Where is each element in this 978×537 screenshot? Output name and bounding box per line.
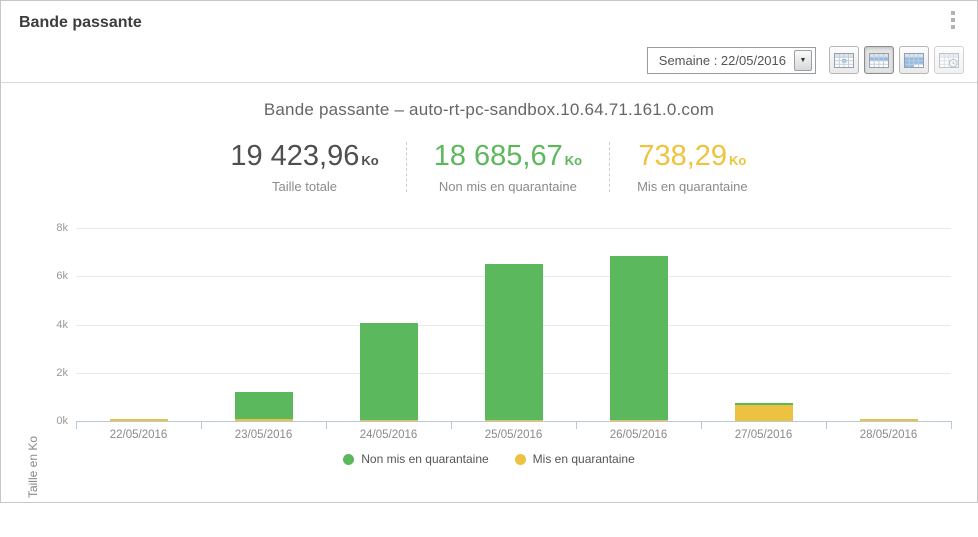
legend-label: Mis en quarantaine bbox=[532, 452, 635, 466]
chevron-down-icon[interactable]: ▼ bbox=[794, 49, 812, 71]
bar-chart-plot: Taille en Ko 0k 2k 4k 6k 8k 22/05/2016 23/05/2… bbox=[26, 222, 952, 498]
bar-segment-quarantined[interactable] bbox=[609, 419, 668, 421]
legend-dot-icon bbox=[343, 453, 355, 465]
x-tick-label: 23/05/2016 bbox=[234, 429, 293, 441]
stat-number-text: 19 423,96 bbox=[230, 140, 360, 172]
x-axis-tick bbox=[576, 421, 577, 429]
x-axis-tick bbox=[826, 421, 827, 429]
y-tick-label: 0k bbox=[56, 415, 68, 427]
x-tick-label: 24/05/2016 bbox=[359, 429, 418, 441]
period-select-value: Semaine : 22/05/2016 bbox=[658, 52, 786, 68]
x-tick-label: 27/05/2016 bbox=[734, 429, 793, 441]
gridline bbox=[76, 228, 951, 229]
bar-segment-not-quarantined[interactable] bbox=[359, 323, 418, 420]
stat-value: 738,29 Ko bbox=[637, 140, 748, 177]
stat-value: 18 685,67 Ko bbox=[434, 140, 582, 177]
bar-segment-quarantined[interactable] bbox=[234, 419, 293, 421]
widget-title: Bande passante bbox=[19, 14, 142, 31]
stat-unit: Ko bbox=[729, 153, 747, 168]
x-axis-tick bbox=[201, 421, 202, 429]
bar-segment-not-quarantined[interactable] bbox=[484, 264, 543, 420]
x-axis-tick bbox=[951, 421, 952, 429]
stat-value: 19 423,96 Ko bbox=[230, 140, 378, 177]
stat-divider bbox=[405, 142, 407, 192]
bar-segment-quarantined[interactable] bbox=[859, 418, 918, 421]
stat-label: Taille totale bbox=[272, 179, 338, 194]
stat-label: Non mis en quarantaine bbox=[438, 179, 577, 194]
x-tick-label: 22/05/2016 bbox=[109, 429, 168, 441]
y-tick-label: 6k bbox=[56, 270, 68, 283]
y-tick-label: 2k bbox=[56, 366, 68, 379]
calendar-day-icon bbox=[834, 52, 854, 68]
stat-unit: Ko bbox=[564, 153, 583, 168]
x-tick-label: 26/05/2016 bbox=[609, 429, 668, 441]
summary-stat: 738,29 Ko Mis en quarantaine bbox=[610, 140, 775, 194]
summary-stats: 19 423,96 Ko Taille totale 18 685,67 Ko Non m… bbox=[1, 140, 977, 194]
week-view-button[interactable] bbox=[864, 46, 894, 74]
y-tick-label: 8k bbox=[56, 222, 68, 234]
bar-segment-quarantined[interactable] bbox=[734, 405, 793, 421]
summary-stat: 18 685,67 Ko Non mis en quarantaine bbox=[407, 140, 609, 194]
x-axis-tick bbox=[451, 421, 452, 429]
bar-segment-not-quarantined[interactable] bbox=[234, 391, 293, 420]
bar-segment-not-quarantined[interactable] bbox=[609, 255, 668, 420]
calendar-week-icon bbox=[869, 52, 889, 68]
calendar-month-icon bbox=[904, 52, 924, 68]
calendar-history-icon bbox=[939, 52, 959, 68]
bar-segment-quarantined[interactable] bbox=[484, 419, 543, 421]
legend-dot-icon bbox=[514, 453, 526, 465]
y-tick-label: 4k bbox=[56, 318, 68, 331]
bar-segment-quarantined[interactable] bbox=[109, 419, 168, 421]
x-axis-line bbox=[76, 421, 951, 422]
bar-segment-quarantined[interactable] bbox=[359, 419, 418, 421]
stat-unit: Ko bbox=[361, 153, 379, 168]
x-axis-tick bbox=[76, 421, 77, 429]
day-view-button[interactable] bbox=[829, 46, 859, 74]
stat-number-text: 738,29 bbox=[638, 140, 728, 172]
x-axis-tick bbox=[326, 421, 327, 429]
bar-segment-not-quarantined[interactable] bbox=[734, 402, 793, 406]
widget-header: Bande passante Semaine : 22/05/2016 ▼ bbox=[1, 1, 977, 83]
legend-item: Non mis en quarantaine bbox=[343, 452, 489, 466]
x-tick-label: 28/05/2016 bbox=[859, 429, 918, 441]
bandwidth-widget: Bande passante Semaine : 22/05/2016 ▼ bbox=[0, 0, 978, 503]
chart-title: Bande passante – auto-rt-pc-sandbox.10.6… bbox=[263, 100, 715, 119]
legend-item: Mis en quarantaine bbox=[514, 452, 635, 466]
chart-panel: Bande passante – auto-rt-pc-sandbox.10.6… bbox=[1, 84, 977, 502]
stat-divider bbox=[609, 142, 611, 192]
chart-legend: Non mis en quarantaine Mis en quarantaine bbox=[1, 452, 977, 466]
month-view-button[interactable] bbox=[899, 46, 929, 74]
x-axis-tick bbox=[701, 421, 702, 429]
kebab-vertical-icon[interactable] bbox=[951, 11, 956, 32]
legend-label: Non mis en quarantaine bbox=[361, 452, 489, 466]
toolbar: Semaine : 22/05/2016 ▼ bbox=[646, 46, 964, 74]
history-view-button[interactable] bbox=[934, 46, 964, 74]
x-tick-label: 25/05/2016 bbox=[484, 429, 543, 441]
period-select[interactable]: Semaine : 22/05/2016 ▼ bbox=[646, 46, 816, 74]
stat-number-text: 18 685,67 bbox=[433, 140, 563, 172]
stat-label: Mis en quarantaine bbox=[637, 179, 748, 194]
summary-stat: 19 423,96 Ko Taille totale bbox=[203, 140, 405, 194]
